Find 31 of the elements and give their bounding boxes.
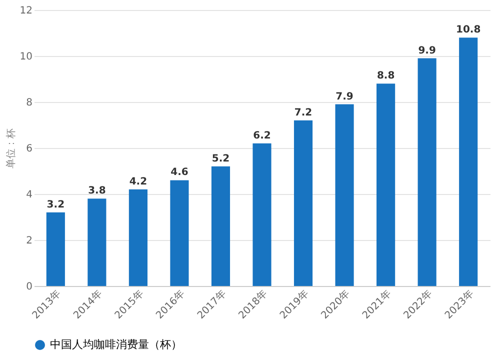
bar <box>170 180 189 286</box>
y-tick-label: 6 <box>26 144 32 154</box>
y-tick-label: 8 <box>26 98 32 108</box>
y-axis-title: 单位：杯 <box>4 128 17 168</box>
y-tick-label: 4 <box>26 190 32 200</box>
data-label: 6.2 <box>253 130 271 142</box>
data-label: 4.6 <box>170 167 188 178</box>
data-label: 9.9 <box>418 45 436 56</box>
bar <box>211 166 230 286</box>
legend-label: 中国人均咖啡消费量（杯） <box>50 338 182 351</box>
y-tick-label: 2 <box>26 236 32 246</box>
bar <box>46 212 65 286</box>
data-label: 7.2 <box>294 107 312 118</box>
bar <box>418 58 436 286</box>
y-tick-label: 12 <box>20 6 32 16</box>
bar <box>335 104 354 286</box>
y-tick-label: 0 <box>26 282 32 292</box>
bar <box>88 198 106 286</box>
data-label: 7.9 <box>336 91 354 102</box>
data-label: 5.2 <box>212 153 230 164</box>
y-tick-label: 10 <box>20 52 32 62</box>
bar <box>252 143 272 286</box>
data-label: 4.2 <box>129 176 148 188</box>
data-label: 8.8 <box>376 70 395 82</box>
bar <box>376 84 396 286</box>
data-label: 3.8 <box>88 186 106 197</box>
data-label: 10.8 <box>456 24 481 36</box>
bar <box>128 189 148 286</box>
bar <box>294 120 313 286</box>
data-label: 3.2 <box>46 199 65 210</box>
bar <box>459 38 478 286</box>
